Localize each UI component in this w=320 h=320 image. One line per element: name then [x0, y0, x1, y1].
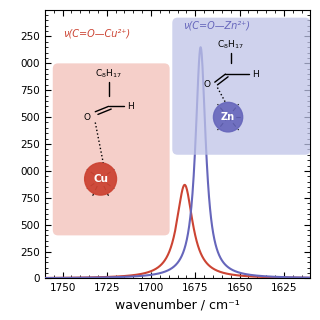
Text: $\mathregular{C_8H_{17}}$: $\mathregular{C_8H_{17}}$: [217, 38, 244, 51]
Text: H: H: [127, 102, 134, 111]
X-axis label: wavenumber / cm⁻¹: wavenumber / cm⁻¹: [115, 299, 240, 312]
Text: ν(C=O—Cu²⁺): ν(C=O—Cu²⁺): [63, 28, 131, 38]
Circle shape: [84, 163, 116, 195]
Text: ν(C=O—Zn²⁺): ν(C=O—Zn²⁺): [183, 20, 250, 30]
FancyBboxPatch shape: [53, 63, 170, 236]
Text: $\mathregular{C_8H_{17}}$: $\mathregular{C_8H_{17}}$: [95, 68, 122, 80]
Text: Zn: Zn: [221, 112, 235, 122]
Text: Cu: Cu: [93, 174, 108, 184]
Text: O: O: [84, 113, 91, 122]
FancyBboxPatch shape: [172, 18, 310, 155]
Text: O: O: [203, 80, 210, 89]
Text: H: H: [252, 70, 259, 79]
Circle shape: [213, 102, 243, 132]
